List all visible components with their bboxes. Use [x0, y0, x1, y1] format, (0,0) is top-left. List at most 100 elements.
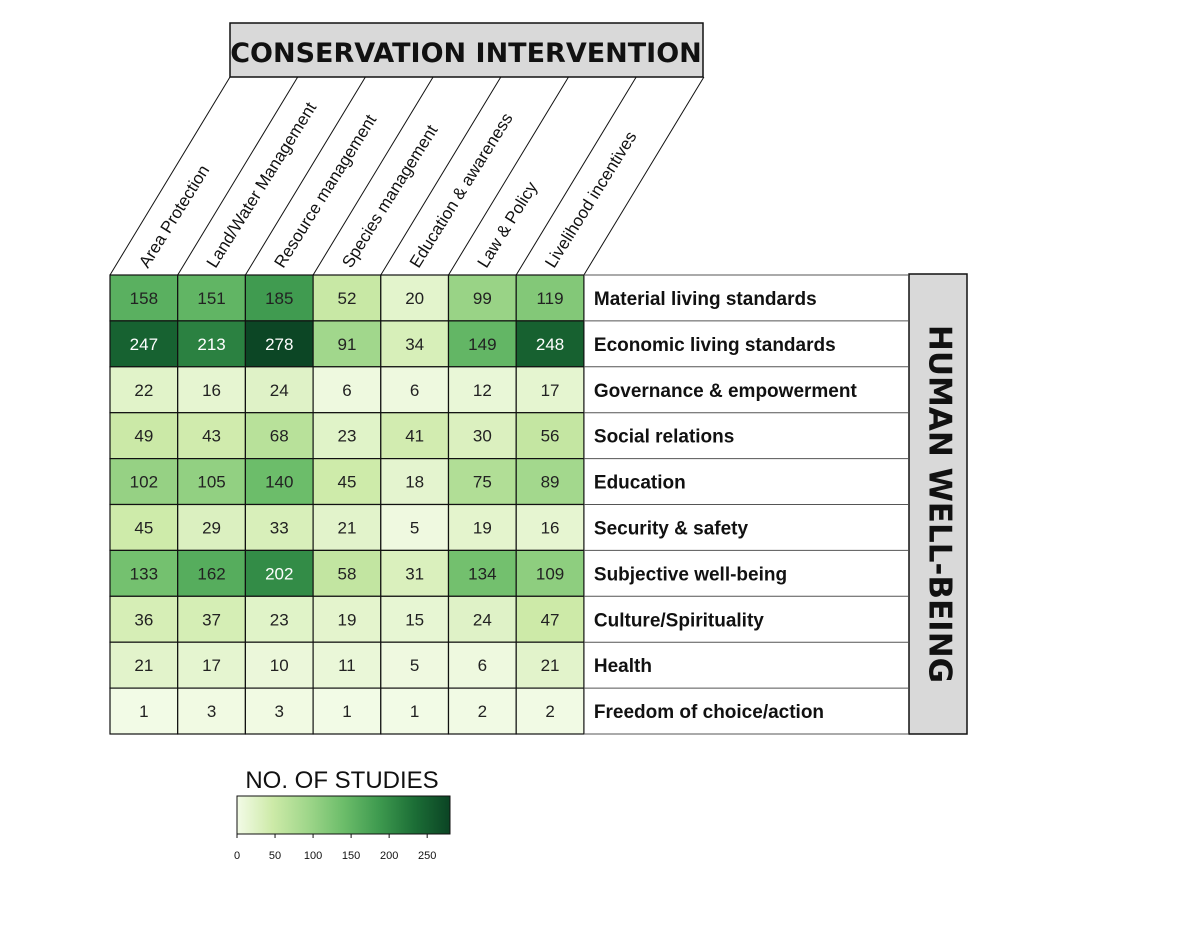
- cell-value: 109: [536, 564, 564, 583]
- cell-value: 99: [473, 289, 492, 308]
- cell-value: 45: [337, 473, 356, 492]
- top-title: CONSERVATION INTERVENTION: [230, 38, 702, 69]
- cell-value: 21: [541, 656, 560, 675]
- cell-value: 41: [405, 427, 424, 446]
- cell-value: 91: [337, 335, 356, 354]
- cell-value: 23: [270, 610, 289, 629]
- side-title: HUMAN WELL-BEING: [922, 325, 958, 683]
- heatmap-cell: [244, 503, 314, 552]
- row-label: Culture/Spirituality: [594, 610, 764, 631]
- cell-value: 17: [541, 381, 560, 400]
- cell-value: 31: [405, 564, 424, 583]
- cell-value: 248: [536, 335, 564, 354]
- heatmap-cell: [244, 595, 314, 643]
- cell-value: 24: [270, 381, 289, 400]
- heatmap-cell: [177, 458, 246, 506]
- column-divider: [312, 76, 434, 276]
- row-label: Material living standards: [594, 289, 817, 310]
- cell-value: 1: [410, 702, 419, 721]
- cell-value: 1: [139, 702, 148, 721]
- cell-value: 158: [130, 289, 158, 308]
- heatmap-cell: [515, 641, 585, 689]
- cell-value: 5: [410, 518, 419, 537]
- cell-value: 3: [207, 702, 216, 721]
- heatmap-cell: [244, 412, 314, 460]
- colorbar-tick-label: 200: [380, 850, 398, 862]
- row-label: Subjective well-being: [594, 564, 787, 585]
- heatmap-cell: [515, 687, 585, 735]
- side-title-box: HUMAN WELL-BEING: [908, 273, 968, 735]
- heatmap-cell: [177, 274, 246, 322]
- cell-value: 151: [197, 289, 225, 308]
- cell-value: 56: [541, 427, 560, 446]
- cell-value: 6: [478, 656, 487, 675]
- column-label: Livelihood incentives: [541, 128, 640, 271]
- cell-value: 19: [473, 518, 492, 537]
- heatmap-cell: [515, 320, 585, 368]
- column-label: Law & Policy: [474, 178, 542, 271]
- heatmap-cell: [312, 687, 382, 735]
- heatmap-cell: [177, 595, 246, 643]
- row-label: Security & safety: [594, 518, 749, 539]
- cell-value: 11: [338, 656, 356, 675]
- cell-value: 49: [134, 427, 153, 446]
- cell-value: 68: [270, 427, 289, 446]
- heatmap-cell: [380, 366, 450, 414]
- heatmap-cell: [447, 641, 517, 689]
- heatmap-cell: [515, 595, 585, 643]
- cell-value: 12: [473, 381, 492, 400]
- cell-value: 21: [337, 518, 356, 537]
- heatmap-cells: [109, 274, 585, 735]
- cell-value: 10: [270, 656, 289, 675]
- heatmap-cell: [244, 366, 314, 414]
- cell-value: 43: [202, 427, 221, 446]
- cell-value: 2: [545, 702, 554, 721]
- heatmap-cell: [109, 366, 179, 414]
- heatmap-cell: [177, 320, 246, 368]
- heatmap-cell: [177, 641, 246, 689]
- cell-value: 1: [342, 702, 351, 721]
- cell-value: 20: [405, 289, 424, 308]
- colorbar-ticks: 0 50 100 150 200 250: [234, 834, 436, 862]
- heatmap-cell: [515, 458, 585, 506]
- cell-value: 5: [410, 656, 419, 675]
- row-label: Freedom of choice/action: [594, 702, 824, 723]
- column-divider: [515, 76, 637, 276]
- heatmap-cell: [109, 549, 179, 597]
- row-divider-lines: [583, 274, 908, 735]
- column-label: Area Protection: [135, 162, 213, 271]
- heatmap-cell: [312, 458, 382, 506]
- cell-value: 22: [134, 381, 153, 400]
- colorbar-title: NO. OF STUDIES: [245, 767, 438, 794]
- cell-value: 34: [405, 335, 424, 354]
- heatmap-cell: [515, 274, 585, 322]
- heatmap-cell: [447, 595, 517, 643]
- cell-value: 33: [270, 518, 289, 537]
- heatmap-cell: [380, 595, 450, 643]
- cell-value: 29: [202, 518, 221, 537]
- heatmap-cell: [515, 503, 585, 552]
- cell-value: 37: [202, 610, 221, 629]
- heatmap-cell: [109, 274, 179, 322]
- row-label: Education: [594, 473, 686, 494]
- heatmap-cell: [380, 458, 450, 506]
- row-labels: Material living standards Economic living…: [594, 289, 858, 723]
- cell-value: 23: [337, 427, 356, 446]
- column-divider: [448, 76, 569, 276]
- cell-value: 278: [265, 335, 293, 354]
- heatmap-cell: [380, 320, 450, 368]
- cell-value: 15: [405, 610, 424, 629]
- heatmap-cell: [244, 549, 314, 597]
- heatmap-cell: [447, 503, 517, 552]
- column-divider: [177, 76, 299, 276]
- heatmap-cell: [312, 641, 382, 689]
- cell-value: 133: [130, 564, 158, 583]
- heatmap-cell: [312, 503, 382, 552]
- cell-value: 6: [342, 381, 351, 400]
- row-label: Social relations: [594, 427, 734, 448]
- colorbar-gradient: [236, 795, 451, 835]
- cell-value: 134: [468, 564, 496, 583]
- cell-value: 36: [134, 610, 153, 629]
